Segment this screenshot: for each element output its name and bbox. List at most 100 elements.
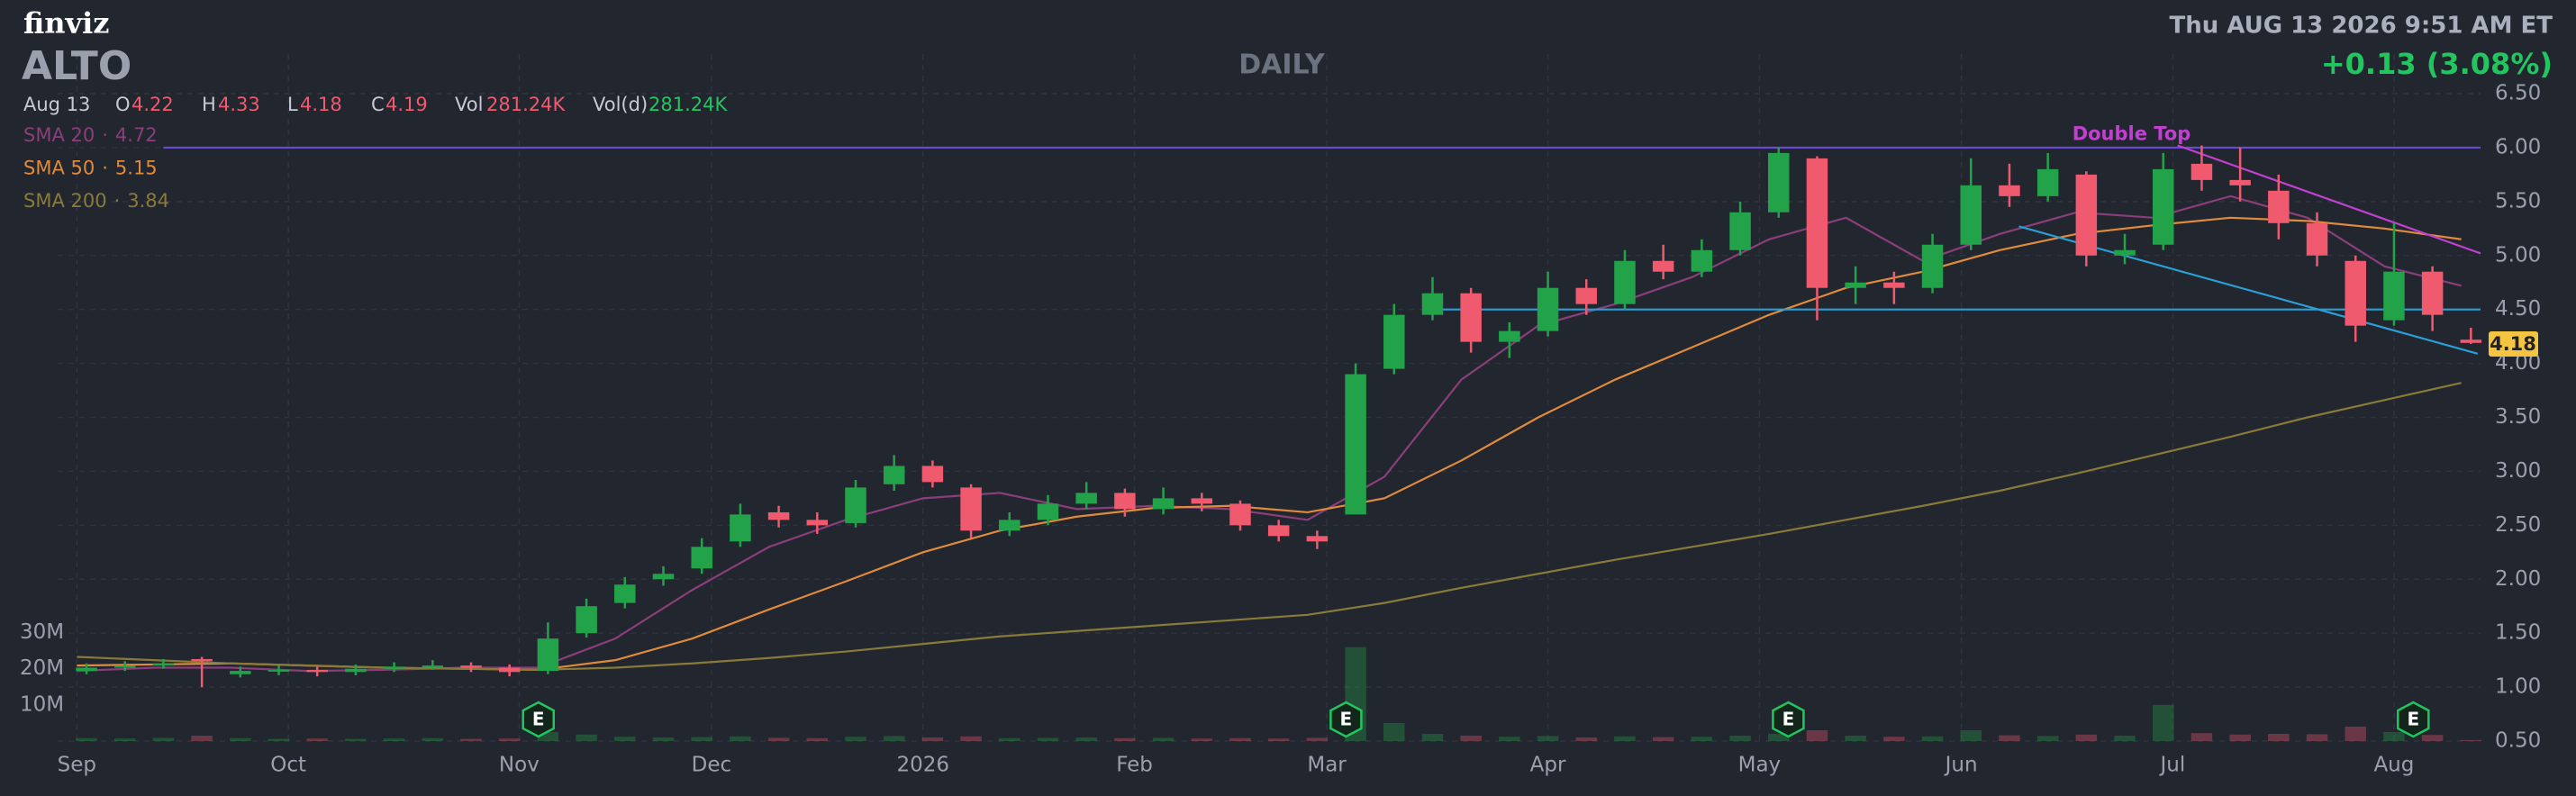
candle-body bbox=[1691, 249, 1713, 272]
ticker: ALTO bbox=[22, 43, 132, 89]
volume-bar bbox=[230, 737, 251, 741]
earnings-badge bbox=[1329, 701, 1363, 738]
candle-body bbox=[422, 665, 444, 668]
quote-key: C bbox=[371, 94, 385, 115]
x-tick-label: May bbox=[1738, 754, 1782, 777]
candle-body bbox=[1999, 185, 2020, 196]
volume-bar bbox=[1229, 737, 1251, 741]
volume-bar bbox=[2036, 736, 2059, 741]
x-tick-label: Oct bbox=[270, 754, 306, 777]
volume-bar bbox=[845, 737, 866, 741]
y-tick-label: 5.50 bbox=[2495, 189, 2541, 213]
candle-body bbox=[883, 466, 905, 484]
candle-body bbox=[113, 665, 136, 668]
volume-bar bbox=[76, 737, 97, 741]
volume-bar bbox=[806, 737, 829, 741]
candle-body bbox=[1883, 282, 1905, 288]
annotation: Double Top bbox=[2073, 123, 2191, 145]
candle-body bbox=[2268, 190, 2290, 223]
quote-key: O bbox=[115, 94, 131, 115]
quote-value: 4.18 bbox=[300, 94, 342, 115]
candle-body bbox=[1768, 152, 1790, 213]
candle-body bbox=[1152, 498, 1175, 510]
candle-body bbox=[230, 671, 251, 674]
volume-bar bbox=[2268, 733, 2290, 741]
volume-bar bbox=[921, 737, 944, 741]
volume-bar bbox=[1383, 722, 1405, 741]
volume-bar bbox=[1614, 736, 1636, 741]
quote-key: Vol bbox=[455, 94, 483, 115]
candle-body bbox=[537, 638, 559, 672]
volume-bar bbox=[1845, 735, 1866, 741]
legend-part: · bbox=[102, 124, 108, 146]
candle-body bbox=[1921, 244, 1944, 288]
candle-body bbox=[498, 667, 521, 673]
candle-body bbox=[576, 606, 597, 634]
candle-body bbox=[767, 511, 790, 520]
logo[interactable]: finviz bbox=[23, 6, 109, 41]
volume-bar bbox=[1883, 737, 1905, 741]
labels: 0.501.001.502.002.503.003.504.004.505.00… bbox=[20, 82, 2541, 777]
x-tick-label: Nov bbox=[499, 754, 540, 777]
volume-bar bbox=[1460, 735, 1482, 741]
earnings-badge bbox=[2397, 701, 2430, 738]
volume-bar bbox=[383, 738, 405, 741]
candle-body bbox=[2383, 271, 2405, 321]
candle-body bbox=[2114, 249, 2136, 256]
volume-bar bbox=[652, 737, 675, 741]
quote-date: Aug 13 bbox=[23, 94, 90, 115]
candle-body bbox=[614, 584, 636, 603]
quote-key: H bbox=[202, 94, 216, 115]
candle-body bbox=[1345, 374, 1366, 515]
candle-body bbox=[76, 667, 97, 672]
interval[interactable]: DAILY bbox=[1238, 50, 1326, 81]
volume-bar bbox=[460, 738, 482, 741]
candle-body bbox=[2075, 174, 2098, 256]
quote-row: Aug 13 O 4.22 H 4.33 L 4.18 C 4.19 Vol 2… bbox=[23, 94, 728, 115]
volume-bar bbox=[2075, 734, 2098, 741]
candle-body bbox=[806, 520, 829, 526]
legend-entry: SMA 50 · 5.15 bbox=[23, 158, 158, 179]
candle-body bbox=[1960, 185, 1982, 245]
candle-body bbox=[1229, 503, 1251, 526]
legend-part: SMA 20 bbox=[23, 124, 95, 146]
candle-body bbox=[345, 668, 367, 673]
candle-body bbox=[1306, 536, 1329, 542]
volume-bar bbox=[1152, 737, 1175, 741]
y-tick-label: 2.00 bbox=[2495, 567, 2541, 591]
candle-body bbox=[1806, 158, 1828, 288]
volume-bar bbox=[2421, 735, 2444, 741]
volume-bar bbox=[1075, 737, 1097, 741]
candle-body bbox=[1114, 493, 1136, 510]
volume-bar bbox=[1806, 729, 1828, 741]
volume-bar bbox=[2152, 704, 2174, 741]
candle-body bbox=[1075, 493, 1097, 504]
x-tick-label: Aug bbox=[2373, 754, 2414, 777]
volume-bar bbox=[2114, 735, 2136, 741]
candle-body bbox=[1460, 293, 1482, 342]
candle-body bbox=[460, 665, 482, 668]
volume-bar bbox=[113, 738, 136, 741]
candle-body bbox=[2229, 179, 2251, 185]
legend-part: 5.15 bbox=[115, 158, 158, 179]
trend-line bbox=[2177, 144, 2481, 255]
earnings-label: E bbox=[1340, 709, 1353, 730]
quote-key: L bbox=[287, 94, 298, 115]
volume-bar bbox=[1037, 737, 1059, 741]
quote-value: 281.24K bbox=[486, 94, 566, 115]
volume-bar bbox=[268, 738, 290, 741]
volume-bar bbox=[306, 738, 328, 741]
x-tick-label: Dec bbox=[692, 754, 732, 777]
volume-bar bbox=[191, 735, 213, 741]
volume-bar bbox=[152, 737, 175, 741]
earnings-badge bbox=[1772, 701, 1805, 738]
x-tick-label: Feb bbox=[1116, 754, 1153, 777]
volume-bar bbox=[345, 738, 367, 741]
y-tick-label: 4.50 bbox=[2495, 297, 2541, 321]
x-tick-label: Jun bbox=[1944, 754, 1978, 777]
candle-body bbox=[1191, 498, 1213, 504]
candle-body bbox=[1575, 287, 1598, 304]
candle-body bbox=[383, 666, 405, 669]
